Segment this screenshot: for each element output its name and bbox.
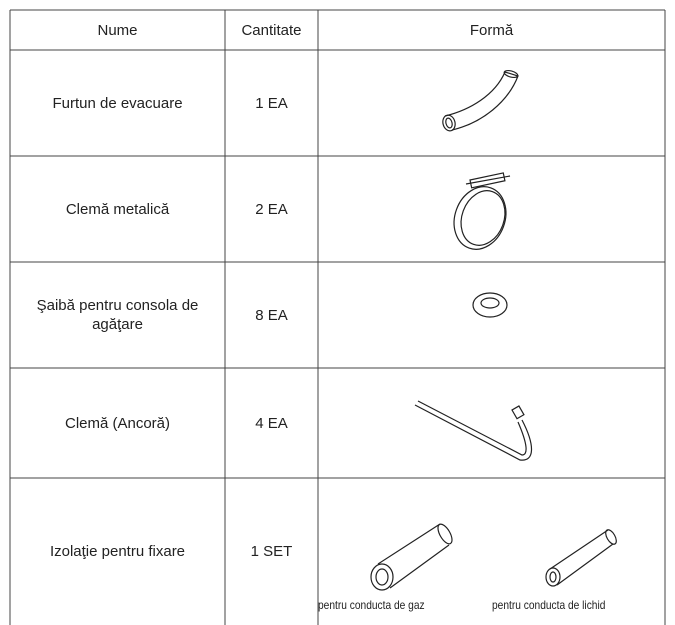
header-cell: Cantitate [241, 21, 302, 39]
item-name: Şaibă pentru consola de agăţare [36, 297, 199, 333]
hose-icon [442, 69, 519, 132]
caption: pentru conducta de gaz [318, 598, 425, 612]
washer-icon [472, 292, 508, 318]
item-name: Clemă metalică [65, 200, 170, 218]
liquid-insulation-icon [545, 529, 617, 587]
clamp-icon [453, 172, 511, 250]
item-name: Izolaţie pentru fixare [49, 543, 186, 560]
item-quantity: 1 SET [250, 543, 293, 560]
header-cell: Formă [469, 21, 514, 39]
item-name: Furtun de evacuare [52, 94, 183, 112]
gas-insulation-icon [370, 523, 453, 591]
item-quantity: 1 EA [255, 94, 288, 112]
item-quantity: 2 EA [255, 200, 288, 218]
header-cell: Nume [97, 21, 138, 39]
cable-tie-icon [414, 400, 533, 461]
item-quantity: 8 EA [255, 306, 288, 324]
item-quantity: 4 EA [255, 414, 288, 432]
item-name: Clemă (Ancoră) [64, 414, 171, 432]
caption: pentru conducta de lichid [492, 598, 606, 612]
